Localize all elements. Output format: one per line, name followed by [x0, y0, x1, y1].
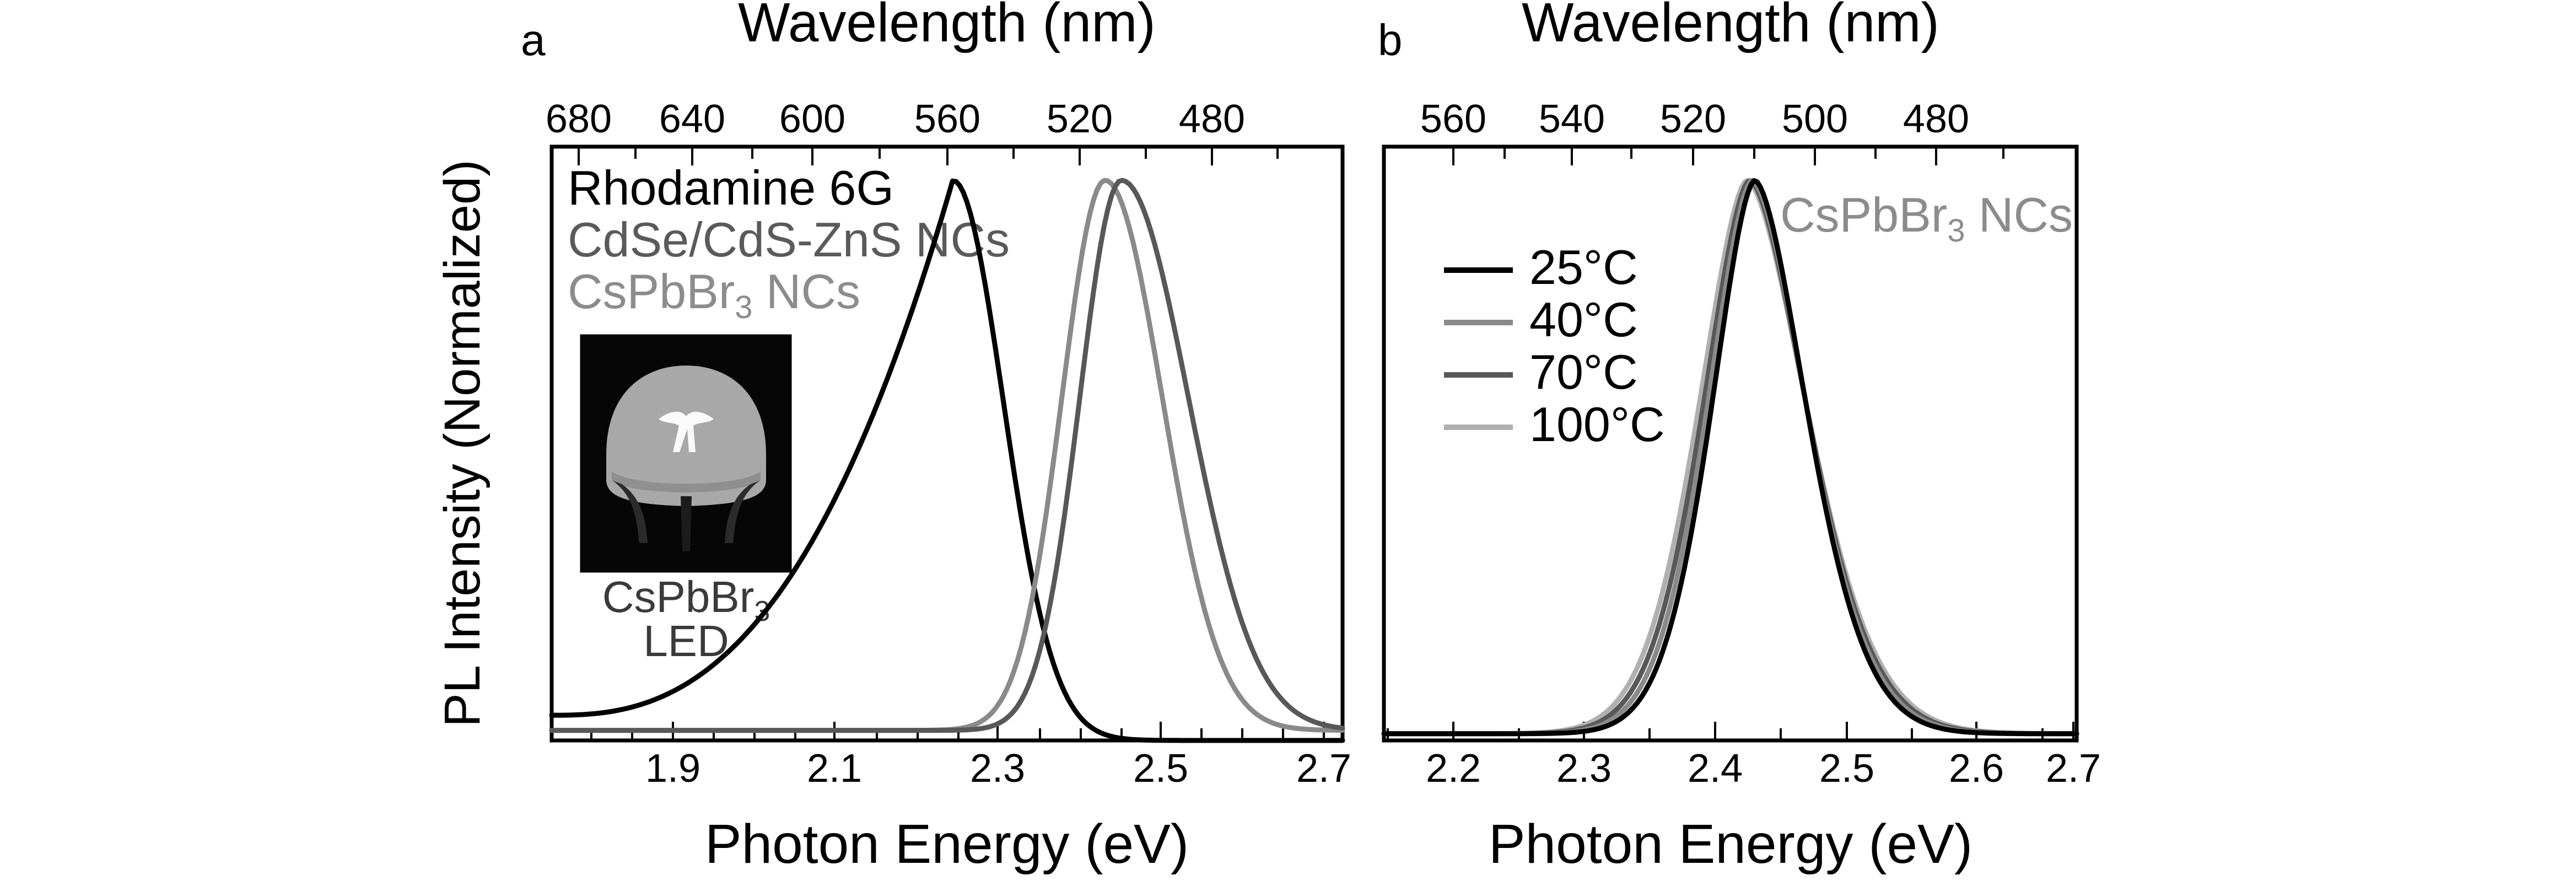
svg-text:640: 640 — [659, 97, 725, 141]
svg-text:2.4: 2.4 — [1688, 747, 1743, 791]
svg-text:2.7: 2.7 — [1296, 747, 1351, 791]
svg-text:680: 680 — [546, 97, 612, 141]
svg-text:PL Intensity (Normalized): PL Intensity (Normalized) — [434, 159, 491, 727]
svg-text:70°C: 70°C — [1529, 345, 1638, 399]
svg-text:2.7: 2.7 — [2046, 747, 2101, 791]
svg-text:540: 540 — [1539, 97, 1605, 141]
svg-text:1.9: 1.9 — [645, 747, 700, 791]
svg-text:Rhodamine 6G: Rhodamine 6G — [568, 160, 894, 215]
svg-text:40°C: 40°C — [1529, 292, 1638, 347]
svg-text:Wavelength (nm): Wavelength (nm) — [738, 0, 1156, 53]
svg-text:480: 480 — [1903, 97, 1969, 141]
svg-text:560: 560 — [1420, 97, 1486, 141]
svg-text:2.5: 2.5 — [1133, 747, 1188, 791]
svg-text:520: 520 — [1660, 97, 1726, 141]
svg-text:CsPbBr3 NCs: CsPbBr3 NCs — [1780, 187, 2073, 249]
svg-text:a: a — [521, 15, 546, 65]
svg-text:2.3: 2.3 — [970, 747, 1025, 791]
svg-text:520: 520 — [1047, 97, 1113, 141]
svg-text:LED: LED — [643, 616, 729, 665]
svg-text:2.5: 2.5 — [1819, 747, 1874, 791]
svg-text:Wavelength (nm): Wavelength (nm) — [1522, 0, 1939, 53]
svg-text:b: b — [1378, 15, 1403, 65]
svg-text:2.3: 2.3 — [1556, 747, 1612, 791]
svg-text:2.1: 2.1 — [807, 747, 862, 791]
svg-text:2.6: 2.6 — [1949, 747, 2004, 791]
svg-text:500: 500 — [1782, 97, 1848, 141]
svg-text:25°C: 25°C — [1529, 240, 1638, 294]
svg-text:Photon Energy (eV): Photon Energy (eV) — [1489, 813, 1973, 875]
svg-text:Photon Energy (eV): Photon Energy (eV) — [705, 813, 1189, 875]
svg-text:600: 600 — [779, 97, 845, 141]
svg-text:480: 480 — [1179, 97, 1245, 141]
svg-text:100°C: 100°C — [1529, 397, 1665, 452]
svg-text:2.2: 2.2 — [1426, 747, 1481, 791]
svg-text:560: 560 — [914, 97, 980, 141]
svg-text:CsPbBr3 NCs: CsPbBr3 NCs — [568, 264, 860, 325]
